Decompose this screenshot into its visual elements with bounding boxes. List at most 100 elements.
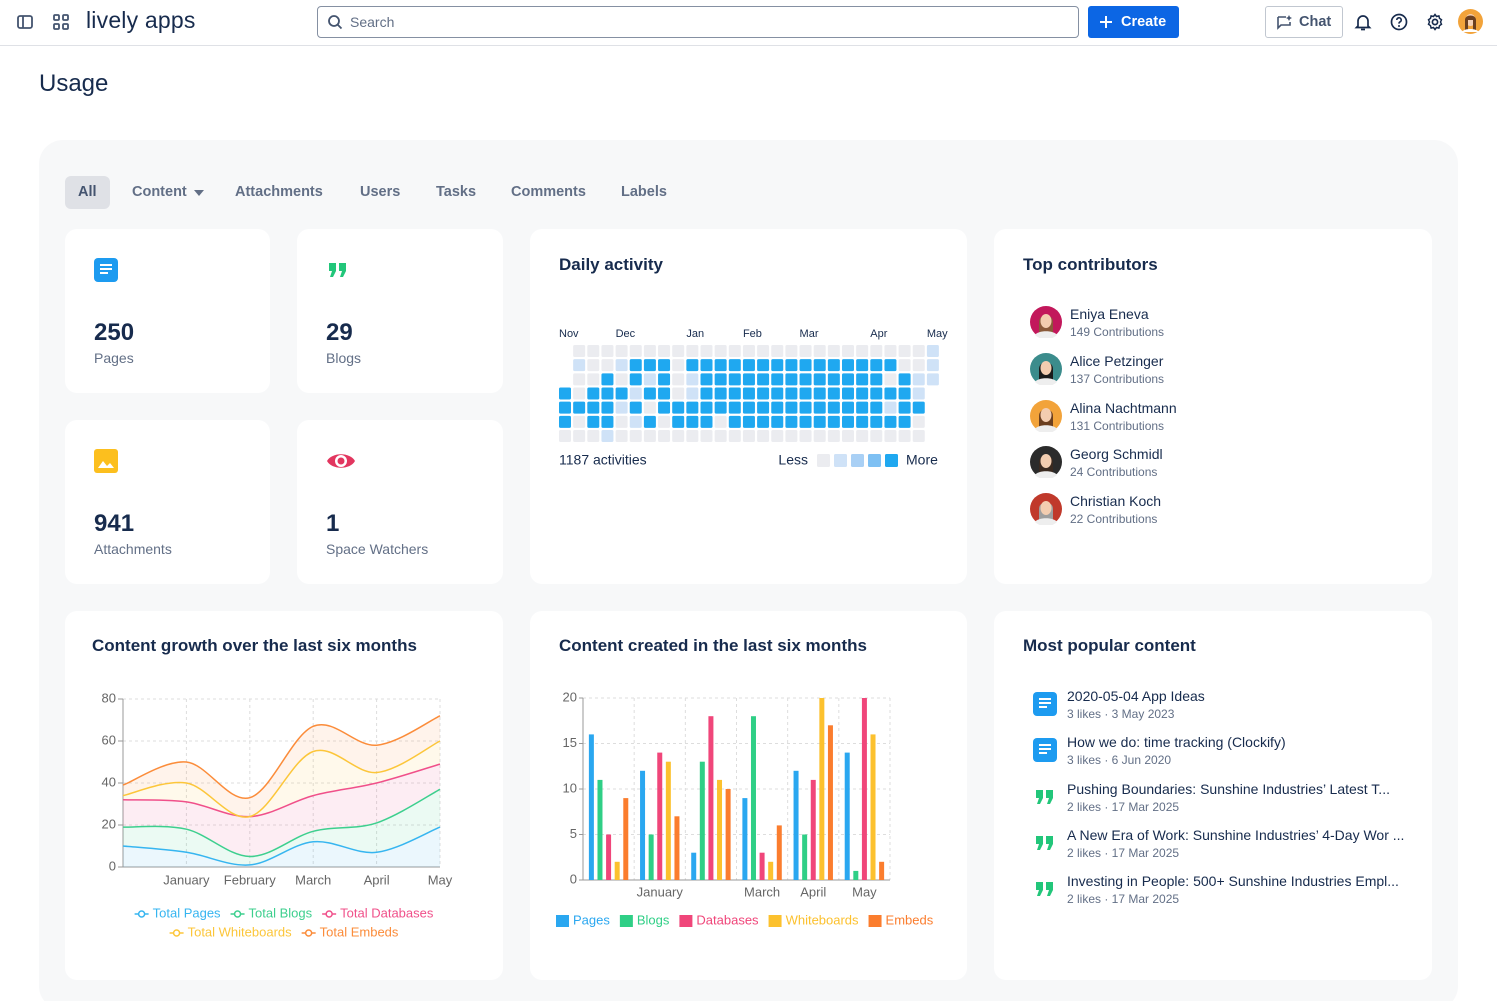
search-box[interactable]: Search — [317, 6, 1079, 38]
content-meta: 2 likes · 17 Mar 2025 — [1067, 799, 1180, 814]
tab[interactable]: All — [65, 176, 110, 209]
create-button[interactable]: Create — [1088, 6, 1179, 38]
created-card: Content created in the last six months — [530, 611, 967, 980]
content-title[interactable]: 2020-05-04 App Ideas — [1067, 688, 1205, 704]
contributor-name[interactable]: Alice Petzinger — [1070, 352, 1164, 369]
content-meta: 2 likes · 17 Mar 2025 — [1067, 892, 1180, 907]
contributor-count: 24 Contributions — [1070, 465, 1158, 480]
icon-part — [1354, 15, 1372, 29]
stat-label: Pages — [94, 350, 134, 366]
contributor-count: 22 Contributions — [1070, 512, 1158, 527]
icon-part — [328, 15, 340, 27]
stat-label: Space Watchers — [326, 541, 429, 557]
chat-button[interactable]: Chat — [1265, 6, 1343, 38]
settings[interactable] — [1425, 12, 1445, 32]
content-meta: 3 likes · 3 May 2023 — [1067, 707, 1175, 721]
caret — [193, 190, 204, 196]
icon-part — [337, 457, 345, 465]
contributor-name[interactable]: Eniya Eneva — [1070, 306, 1149, 322]
icon — [94, 449, 118, 478]
icon-part — [53, 14, 60, 21]
chat-icon — [1277, 15, 1292, 30]
icon-part — [94, 449, 118, 473]
stat-label: Attachments — [94, 541, 172, 557]
activity-card: Daily activity — [530, 229, 967, 584]
icon — [94, 258, 118, 287]
contributor-count: 131 Contributions — [1070, 418, 1165, 433]
tab[interactable]: Tasks — [436, 184, 477, 200]
stat-card[interactable]: 941 Attachments — [65, 420, 270, 584]
icon — [1033, 877, 1057, 906]
icon-part — [1035, 518, 1057, 526]
content-title[interactable]: A New Era of Work: Sunshine Industries’ … — [1067, 826, 1405, 843]
avatar[interactable] — [1030, 399, 1062, 432]
icon-part — [1036, 882, 1053, 897]
icon-part — [1039, 744, 1051, 755]
icon-part — [1040, 314, 1052, 328]
tab[interactable]: Comments — [511, 184, 586, 200]
avatar[interactable] — [1030, 306, 1062, 338]
user-avatar[interactable] — [1458, 9, 1483, 34]
app-switcher[interactable] — [52, 13, 70, 31]
content-title[interactable]: Pushing Boundaries: Sunshine Industries’… — [1067, 780, 1390, 797]
icon — [1033, 738, 1057, 767]
stat-value: 29 — [326, 319, 353, 346]
tab[interactable]: Users — [360, 184, 401, 200]
icon-part — [62, 14, 69, 21]
search-placeholder: Search — [350, 14, 395, 30]
card-title: Daily activity — [559, 255, 663, 274]
contributor-name[interactable]: Alina Nachtmann — [1070, 399, 1177, 416]
icon-part — [1390, 13, 1408, 31]
contributor-name[interactable]: Georg Schmidl — [1070, 446, 1163, 463]
icon-part — [98, 461, 114, 468]
plus-icon — [1100, 16, 1112, 28]
stat-value: 1 — [326, 510, 340, 537]
icon-part — [1036, 789, 1053, 804]
help[interactable] — [1389, 12, 1409, 32]
icon-part — [1033, 738, 1057, 763]
icon-part — [1462, 29, 1479, 32]
brand[interactable]: lively apps — [86, 7, 196, 33]
stat-card[interactable]: 1 Space Watchers — [297, 420, 503, 584]
icon-part — [1398, 25, 1400, 27]
card-title: Most popular content — [1023, 636, 1196, 655]
tab[interactable]: Content — [119, 176, 217, 209]
stat-card[interactable]: 250 Pages — [65, 229, 270, 393]
icon-part — [1033, 692, 1057, 716]
growth-card: Content growth over the last six months — [65, 611, 503, 980]
icon-part — [1036, 789, 1053, 804]
top-bar: lively apps Search Create Chat — [0, 0, 1497, 46]
icon-part — [1431, 18, 1439, 26]
stat-card[interactable]: 29 Blogs — [297, 229, 503, 393]
icon-part — [327, 454, 355, 468]
card-title: Top contributors — [1023, 255, 1158, 274]
icon-part — [100, 264, 112, 274]
icon-part — [1035, 378, 1057, 385]
icon-part — [1427, 13, 1443, 31]
avatar[interactable] — [1030, 352, 1062, 385]
tab[interactable]: Attachments — [235, 184, 323, 200]
icon-part — [193, 190, 204, 196]
content-title[interactable]: Investing in People: 500+ Sunshine Indus… — [1067, 873, 1399, 890]
chat-label: Chat — [1299, 14, 1332, 30]
icon-part — [62, 23, 69, 30]
sidebar-toggle[interactable] — [16, 13, 34, 31]
notifications[interactable] — [1353, 12, 1373, 32]
icon — [326, 258, 350, 287]
icon-part — [1035, 424, 1057, 432]
content-title[interactable]: How we do: time tracking (Clockify) — [1067, 734, 1286, 751]
contributor-name[interactable]: Christian Koch — [1070, 493, 1162, 510]
avatar[interactable] — [1030, 493, 1062, 526]
icon-part — [1036, 835, 1053, 850]
tab[interactable]: Labels — [621, 184, 667, 200]
card-title: Content created in the last six months — [559, 636, 867, 655]
contributor-count: 149 Contributions — [1070, 325, 1165, 339]
icon — [1033, 785, 1057, 814]
icon-part — [53, 14, 69, 30]
icon-part — [94, 258, 118, 282]
icon-part — [1040, 407, 1052, 422]
avatar[interactable] — [1030, 446, 1062, 479]
icon-part — [1040, 360, 1052, 375]
